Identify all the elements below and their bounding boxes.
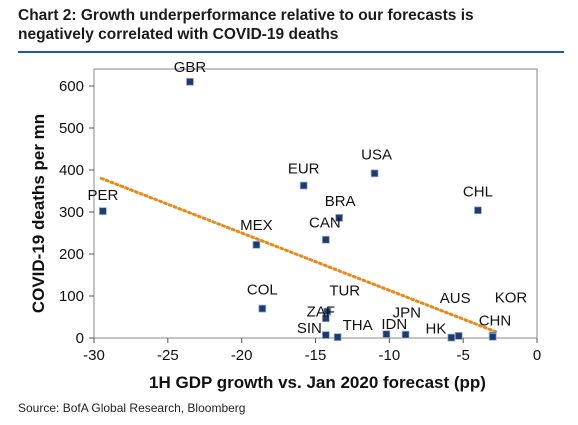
x-tick-label: -10 [378, 347, 400, 364]
y-tick-label: 100 [59, 288, 84, 305]
point-sin [321, 331, 330, 339]
point-label-bra: BRA [325, 193, 356, 210]
point-hk [447, 333, 456, 342]
point-label-sin: SIN [297, 320, 322, 337]
x-tick-label: -30 [83, 347, 105, 364]
y-tick-label: 500 [59, 120, 84, 137]
point-jpn [401, 330, 410, 339]
point-mex [252, 240, 261, 249]
x-axis-label: 1H GDP growth vs. Jan 2020 forecast (pp) [149, 373, 486, 392]
point-gbr [186, 77, 194, 86]
x-tick-label: 0 [533, 347, 541, 364]
point-col [258, 304, 267, 313]
x-tick-label: -15 [305, 347, 327, 364]
title-divider [18, 51, 564, 53]
point-label-can: CAN [309, 215, 341, 232]
point-label-col: COL [247, 282, 278, 299]
point-label-usa: USA [361, 146, 392, 163]
trendline-layer [99, 176, 498, 334]
chart-title-line-1: Chart 2: Growth underperformance relativ… [18, 7, 474, 24]
point-zaf [321, 314, 330, 323]
x-tick-label: -25 [157, 347, 179, 364]
point-label-per: PER [87, 187, 118, 204]
source-note: Source: BofA Global Research, Bloomberg [18, 401, 246, 415]
point-label-eur: EUR [288, 161, 320, 178]
point-label-aus: AUS [440, 290, 471, 307]
point-can [321, 235, 330, 244]
point-label-jpn: JPN [393, 305, 421, 322]
point-label-chn: CHN [479, 313, 512, 330]
point-tha [333, 333, 342, 342]
chart-axes: -30 -25 -20 -15 -10 -5 0 0 100 200 300 400 500 600 [59, 68, 541, 364]
y-axis-label: COVID-19 deaths per mn [29, 114, 48, 313]
y-tick-label: 0 [76, 330, 84, 347]
x-tick-label: -20 [231, 347, 253, 364]
point-label-mex: MEX [240, 217, 273, 234]
point-label-zaf: ZAF [307, 303, 335, 320]
point-chl [474, 206, 482, 215]
y-tick-label: 300 [59, 204, 84, 221]
point-label-chl: CHL [463, 183, 493, 200]
point-eur [299, 181, 308, 190]
trendline [99, 176, 498, 334]
point-label-gbr: GBR [174, 59, 207, 76]
point-label-kor: KOR [495, 289, 528, 306]
x-tick-label: -5 [456, 347, 469, 364]
point-label-hk: HK [426, 321, 447, 338]
y-tick-label: 200 [59, 246, 84, 263]
y-tick-label: 400 [59, 162, 84, 179]
point-per [98, 207, 107, 216]
point-label-idn: IDN [381, 316, 407, 333]
point-chn [488, 332, 497, 341]
point-idn [382, 330, 391, 339]
point-label-tha: THA [343, 317, 373, 334]
point-usa [370, 169, 379, 178]
points-layer [98, 77, 497, 342]
point-bra [335, 213, 344, 222]
point-label-tur: TUR [329, 283, 360, 300]
y-tick-label: 600 [59, 78, 84, 95]
point-aus [454, 331, 463, 340]
chart-title-line-2: negatively correlated with COVID-19 deat… [18, 26, 339, 43]
chart-title: Chart 2: Growth underperformance relativ… [18, 6, 568, 44]
